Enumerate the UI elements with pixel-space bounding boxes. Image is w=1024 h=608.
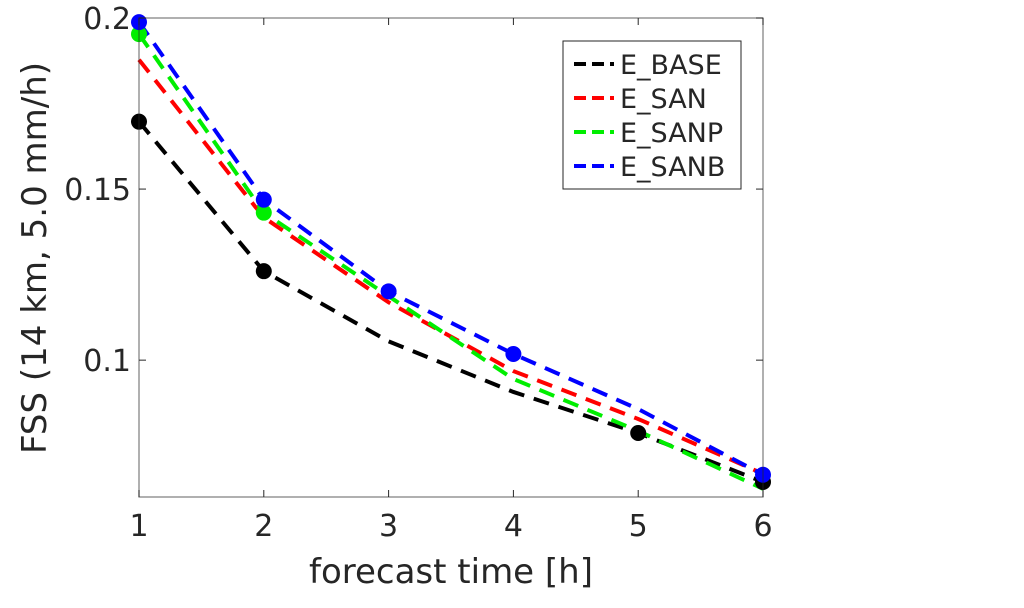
x-axis-label: forecast time [h] (309, 552, 593, 592)
data-point-e_sanb (380, 283, 397, 300)
series-line-e_sanp (137, 32, 764, 491)
y-tick-label: 0.2 (83, 2, 131, 37)
x-tick-label: 6 (753, 509, 772, 544)
data-point-e_base (630, 425, 647, 442)
legend-label: E_SAN (620, 84, 707, 115)
axes-frame (138, 17, 764, 498)
axis-ticks: 1 2 3 4 5 6 0.1 0.15 0.2 (64, 2, 772, 544)
x-tick-label: 4 (504, 509, 523, 544)
y-axis-label: FSS (14 km, 5.0 mm/h) (15, 62, 55, 454)
legend-label: E_SANP (620, 118, 723, 149)
y-tick-label: 0.1 (83, 344, 131, 379)
data-point-e_base (255, 263, 272, 280)
data-point-e_sanb (505, 345, 522, 362)
x-tick-label: 5 (629, 509, 648, 544)
legend-label: E_BASE (620, 50, 722, 81)
y-tick-label: 0.15 (64, 173, 131, 208)
x-tick-label: 3 (379, 509, 398, 544)
x-tick-label: 2 (254, 509, 273, 544)
data-point-e_sanb (255, 191, 272, 208)
data-point-e_sanp (255, 204, 272, 221)
x-tick-label: 1 (129, 509, 148, 544)
legend-label: E_SANB (620, 152, 725, 183)
